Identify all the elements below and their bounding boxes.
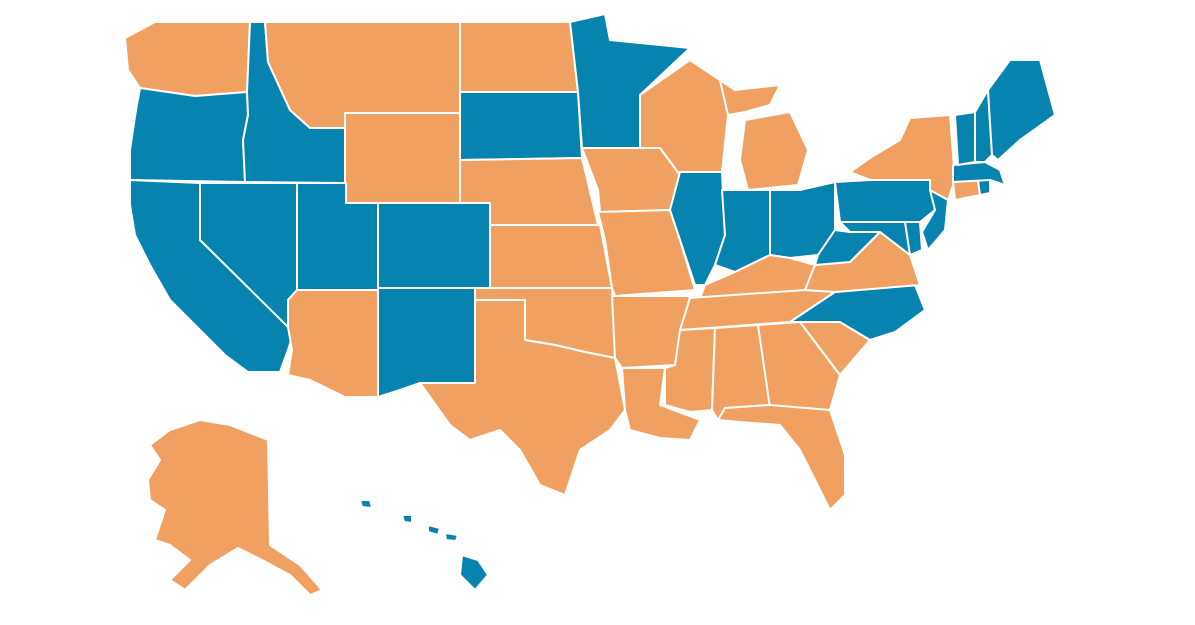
state-vt[interactable] bbox=[954, 111, 976, 166]
state-ak[interactable] bbox=[147, 419, 323, 596]
state-tx[interactable] bbox=[419, 299, 626, 496]
state-me[interactable] bbox=[987, 59, 1056, 161]
state-nd[interactable] bbox=[459, 21, 579, 93]
state-nh[interactable] bbox=[974, 89, 993, 163]
state-sd[interactable] bbox=[459, 91, 583, 161]
state-ri[interactable] bbox=[977, 179, 991, 196]
state-ks[interactable] bbox=[489, 224, 613, 289]
state-hi[interactable] bbox=[359, 499, 489, 591]
state-ar[interactable] bbox=[611, 295, 691, 369]
state-nm[interactable] bbox=[377, 287, 476, 398]
state-wa[interactable] bbox=[124, 21, 251, 97]
state-ct[interactable] bbox=[952, 179, 981, 201]
state-wy[interactable] bbox=[344, 112, 461, 204]
state-fl[interactable] bbox=[717, 404, 846, 511]
state-or[interactable] bbox=[129, 87, 249, 183]
state-co[interactable] bbox=[377, 202, 491, 289]
state-az[interactable] bbox=[287, 289, 379, 398]
state-pa[interactable] bbox=[834, 179, 936, 223]
state-ia[interactable] bbox=[581, 147, 681, 213]
state-la[interactable] bbox=[621, 367, 701, 441]
state-mi[interactable] bbox=[689, 59, 809, 191]
